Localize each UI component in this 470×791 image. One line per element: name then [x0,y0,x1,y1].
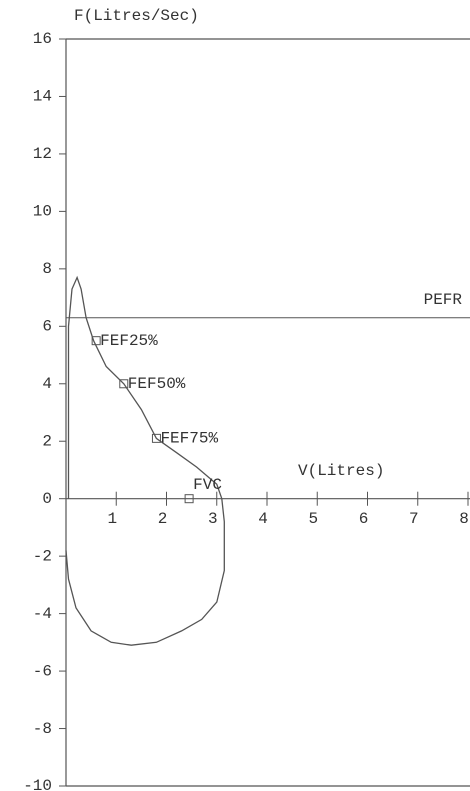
x-tick-label: 1 [107,510,117,528]
point-marker [91,336,101,346]
x-tick-label: 2 [158,510,168,528]
y-tick-label: -4 [33,605,52,623]
x-tick-label: 6 [359,510,369,528]
reference-label: PEFR [424,291,463,309]
point-label: FEF50% [128,375,186,393]
y-tick-label: -10 [23,777,52,791]
y-tick-label: 4 [42,375,52,393]
x-tick-label: 4 [258,510,268,528]
x-tick-label: 7 [409,510,419,528]
y-tick-label: 16 [33,30,52,48]
x-tick-label: 8 [459,510,469,528]
y-tick-label: 2 [42,432,52,450]
y-tick-label: 8 [42,260,52,278]
y-tick-label: 10 [33,203,52,221]
x-axis-label: V(Litres) [298,462,384,480]
point-label: FEF75% [160,430,218,448]
y-tick-label: -2 [33,547,52,565]
point-label: FEF25% [100,332,158,350]
point-marker [151,433,161,443]
point-marker [119,379,129,389]
y-tick-label: 14 [33,88,52,106]
y-tick-label: -8 [33,720,52,738]
y-axis-label: F(Litres/Sec) [74,7,199,25]
y-tick-label: 0 [42,490,52,508]
x-tick-label: 3 [208,510,218,528]
x-tick-label: 5 [308,510,318,528]
y-tick-label: 6 [42,318,52,336]
y-tick-label: 12 [33,145,52,163]
point-label: FVC [193,476,222,494]
y-tick-label: -6 [33,662,52,680]
flow-volume-curve [65,275,225,646]
point-marker [184,494,194,504]
